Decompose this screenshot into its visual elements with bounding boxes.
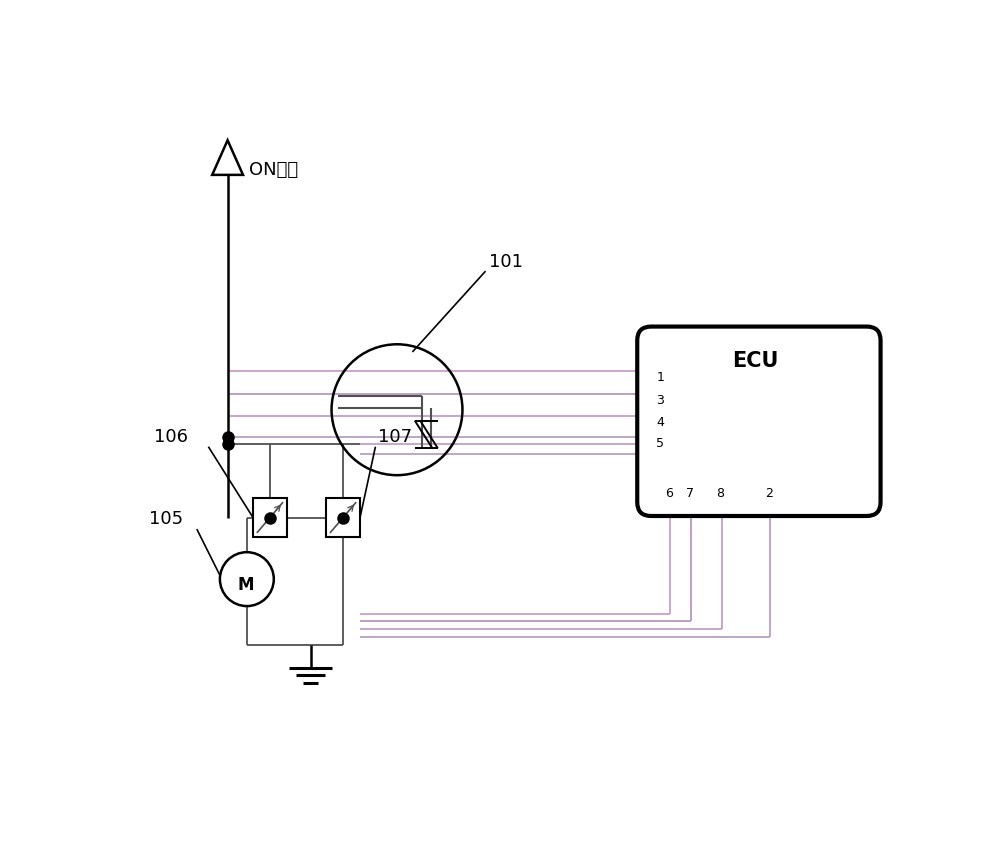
Text: M: M bbox=[238, 576, 254, 594]
Bar bbox=[253, 499, 287, 537]
Text: ECU: ECU bbox=[732, 351, 778, 371]
Text: 7: 7 bbox=[686, 486, 694, 499]
Text: 4: 4 bbox=[656, 416, 664, 429]
Text: 101: 101 bbox=[489, 253, 523, 271]
Text: 8: 8 bbox=[717, 486, 725, 499]
Text: 106: 106 bbox=[154, 428, 188, 446]
Text: ON档电: ON档电 bbox=[249, 161, 298, 179]
Text: 105: 105 bbox=[149, 510, 183, 528]
Text: 1: 1 bbox=[656, 371, 664, 384]
Text: 107: 107 bbox=[378, 428, 412, 446]
Text: 3: 3 bbox=[656, 394, 664, 407]
FancyBboxPatch shape bbox=[637, 327, 881, 516]
Text: 2: 2 bbox=[765, 486, 773, 499]
Text: 5: 5 bbox=[656, 437, 664, 450]
Bar bbox=[326, 499, 360, 537]
Text: 6: 6 bbox=[665, 486, 673, 499]
